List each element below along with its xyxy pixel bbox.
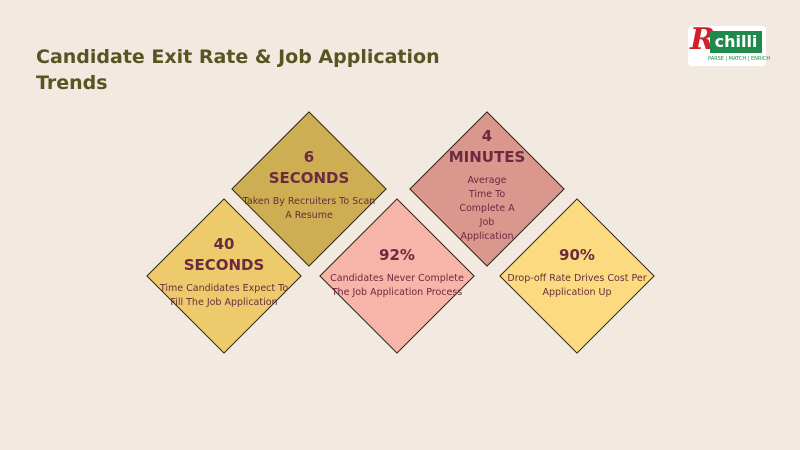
stat-value: 40 [213, 235, 235, 253]
stat-description: Candidates Never Complete The Job Applic… [330, 272, 464, 298]
stat-unit: SECONDS [183, 256, 265, 274]
rchilli-logo: R chilli PARSE | MATCH | ENRICH [688, 22, 770, 66]
stat-description: Time Candidates Expect To Fill The Job A… [159, 283, 289, 308]
stat-value: 6 [303, 148, 315, 166]
stat-description: Taken By Recruiters To Scan A Resume [242, 196, 376, 221]
stat-value: 4 [481, 127, 493, 145]
logo-text: chilli [710, 31, 762, 53]
stat-text: 4 MINUTES Average Time To Complete A Job A… [417, 126, 557, 244]
page-title: Candidate Exit Rate & Job Application Tr… [36, 46, 440, 94]
stat-description: Drop-off Rate Drives Cost Per Applicatio… [507, 272, 647, 298]
logo-tagline: PARSE | MATCH | ENRICH [708, 56, 771, 62]
stat-text: 6 SECONDS Taken By Recruiters To Scan A Re… [239, 147, 379, 223]
stat-description: Average Time To Complete A Job Applicati… [459, 175, 515, 242]
stat-text: 40 SECONDS Time Candidates Expect To Fill … [154, 234, 294, 310]
stat-text: 92% Candidates Never Complete The Job App… [327, 245, 467, 300]
stat-value: 92% [379, 245, 415, 264]
stat-unit: MINUTES [448, 148, 526, 166]
stat-text: 90% Drop-off Rate Drives Cost Per Applica… [507, 245, 647, 300]
stat-value: 90% [559, 245, 595, 264]
stat-unit: SECONDS [268, 169, 350, 187]
